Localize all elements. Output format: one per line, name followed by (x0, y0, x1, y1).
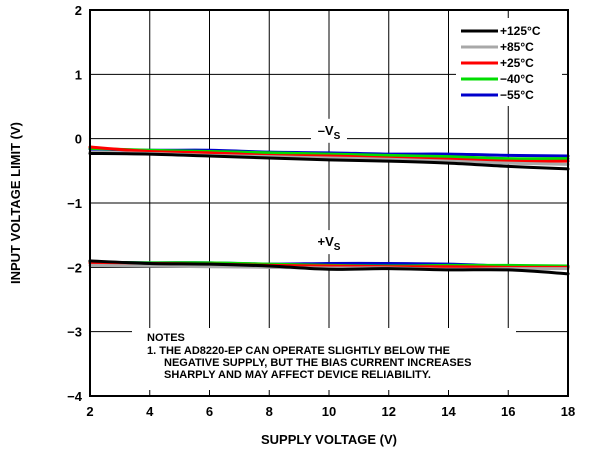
y-tick-label: −4 (67, 389, 83, 404)
y-tick-label: −1 (67, 196, 82, 211)
legend-label: +25°C (500, 56, 534, 70)
series-line-neg-supply (88, 151, 570, 171)
annotation-neg: –VS (311, 118, 347, 143)
x-tick-label: 4 (146, 404, 154, 419)
y-tick-label: 1 (75, 67, 82, 82)
x-tick-label: 10 (322, 404, 336, 419)
x-tick-label: 14 (441, 404, 456, 419)
series-line-neg-supply (88, 145, 570, 163)
notes-line: NEGATIVE SUPPLY, BUT THE BIAS CURRENT IN… (164, 357, 471, 369)
legend-label: −55°C (500, 88, 534, 102)
annotations: –VS +VS (311, 118, 347, 255)
notes-line: 1. THE AD8220-EP CAN OPERATE SLIGHTLY BE… (147, 345, 450, 357)
y-axis-label: INPUT VOLTAGE LIMIT (V) (8, 122, 23, 284)
y-tick-label: −3 (67, 325, 82, 340)
legend: +125°C +85°C +25°C −40°C −55°C (456, 18, 562, 106)
x-tick-label: 16 (501, 404, 515, 419)
y-tick-label: −2 (67, 260, 82, 275)
plot-frame (89, 9, 569, 397)
notes-background (132, 328, 516, 390)
x-tick-label: 18 (561, 404, 575, 419)
legend-label: −40°C (500, 72, 534, 86)
legend-label: +85°C (500, 40, 534, 54)
x-tick-label: 12 (382, 404, 396, 419)
notes-line: SHARPLY AND MAY AFFECT DEVICE RELIABILIT… (164, 369, 431, 381)
y-tick-label: 2 (75, 3, 82, 18)
notes-heading: NOTES (147, 332, 185, 344)
x-tick-label: 8 (266, 404, 273, 419)
series-line-pos-supply (88, 259, 570, 276)
annotation-text: +VS (318, 234, 341, 253)
y-tick-label: 0 (75, 132, 82, 147)
x-tick-label: 2 (86, 404, 93, 419)
annotation-pos: +VS (311, 230, 347, 255)
annotation-text: –VS (318, 123, 341, 142)
x-axis-label: SUPPLY VOLTAGE (V) (261, 432, 397, 447)
series-lines (88, 145, 570, 276)
legend-label: +125°C (500, 24, 541, 38)
x-tick-label: 6 (206, 404, 213, 419)
